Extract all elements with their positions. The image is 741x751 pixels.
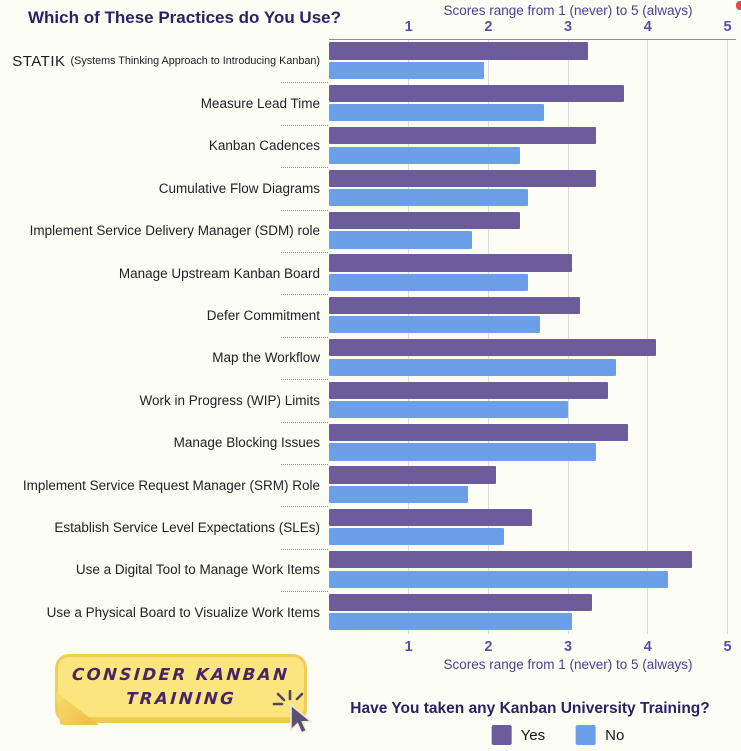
category-label: Implement Service Request Manager (SRM) … bbox=[22, 477, 320, 493]
category-separator bbox=[281, 124, 328, 126]
bar-no-6 bbox=[329, 316, 541, 334]
bar-yes-3 bbox=[329, 169, 596, 187]
legend-label-no: No bbox=[605, 726, 625, 744]
gridline bbox=[408, 40, 410, 634]
category-separator bbox=[281, 379, 328, 381]
legend-label-yes: Yes bbox=[520, 726, 546, 744]
axis-tick: 5 bbox=[723, 639, 732, 655]
note-text-line2: TRAINING bbox=[125, 689, 237, 708]
axis-tick: 2 bbox=[484, 639, 493, 655]
bar-yes-8 bbox=[329, 381, 608, 399]
bar-no-8 bbox=[329, 400, 569, 419]
category-separator bbox=[281, 464, 328, 465]
category-label: Manage Upstream Kanban Board bbox=[118, 265, 320, 281]
bar-no-5 bbox=[329, 273, 529, 292]
category-label-sub: (Systems Thinking Approach to Introducin… bbox=[70, 55, 320, 67]
bar-no-10 bbox=[329, 485, 469, 504]
category-label: Establish Service Level Expectations (SL… bbox=[54, 519, 320, 535]
gridline bbox=[647, 40, 649, 634]
bar-no-12 bbox=[329, 570, 668, 588]
gridline bbox=[567, 40, 569, 634]
bar-no-2 bbox=[329, 146, 521, 164]
gridline bbox=[727, 40, 728, 634]
category-separator bbox=[281, 167, 328, 169]
bar-yes-9 bbox=[329, 423, 628, 442]
plot-area bbox=[329, 39, 736, 634]
category-separator bbox=[281, 336, 328, 338]
axis-tick: 3 bbox=[564, 19, 573, 35]
bottom-axis-label: Scores range from 1 (never) to 5 (always… bbox=[443, 657, 693, 672]
bar-yes-6 bbox=[329, 296, 581, 315]
legend: Yes No bbox=[491, 725, 625, 745]
category-separator bbox=[281, 548, 328, 550]
bar-no-9 bbox=[329, 443, 596, 461]
red-corner-marker bbox=[736, 1, 741, 10]
category-label: Measure Lead Time bbox=[200, 95, 320, 111]
category-separator bbox=[281, 252, 328, 253]
gridline bbox=[487, 40, 489, 634]
bar-yes-7 bbox=[329, 339, 656, 357]
top-axis-line bbox=[329, 39, 736, 40]
category-separator bbox=[281, 421, 328, 423]
category-separator bbox=[281, 294, 328, 296]
bar-no-11 bbox=[329, 528, 505, 546]
top-axis-label: Scores range from 1 (never) to 5 (always… bbox=[443, 3, 693, 18]
category-label: Work in Progress (WIP) Limits bbox=[139, 392, 320, 408]
category-separator bbox=[281, 591, 328, 593]
click-cursor-icon bbox=[270, 689, 320, 744]
bar-yes-4 bbox=[329, 211, 521, 230]
legend-swatch-no bbox=[576, 725, 597, 745]
category-separator bbox=[281, 209, 328, 211]
legend-title: Have You taken any Kanban University Tra… bbox=[350, 700, 710, 717]
bar-no-1 bbox=[329, 104, 545, 122]
axis-tick: 3 bbox=[564, 639, 573, 655]
axis-tick: 5 bbox=[723, 19, 732, 35]
category-label: Implement Service Delivery Manager (SDM)… bbox=[29, 223, 320, 239]
axis-tick: 1 bbox=[404, 19, 413, 35]
bar-yes-1 bbox=[329, 84, 624, 103]
category-label: Defer Commitment bbox=[206, 307, 320, 323]
bar-yes-0 bbox=[329, 42, 589, 60]
bar-yes-2 bbox=[329, 127, 596, 145]
category-label: Use a Digital Tool to Manage Work Items bbox=[75, 562, 320, 578]
category-label: Kanban Cadences bbox=[208, 138, 320, 154]
note-curl-corner bbox=[55, 691, 99, 725]
page-title: Which of These Practices do You Use? bbox=[28, 8, 341, 27]
bar-yes-13 bbox=[329, 593, 592, 611]
bar-no-4 bbox=[329, 231, 473, 249]
bar-no-0 bbox=[329, 61, 485, 80]
consider-training-note[interactable]: CONSIDER KANBAN TRAINING bbox=[55, 654, 307, 725]
legend-swatch-yes bbox=[491, 725, 512, 745]
category-label: STATIK (Systems Thinking Approach to Intr… bbox=[0, 40, 327, 82]
bar-yes-5 bbox=[329, 254, 573, 272]
category-label-main: STATIK bbox=[12, 52, 66, 70]
bar-yes-10 bbox=[329, 466, 497, 484]
bar-no-13 bbox=[329, 612, 573, 631]
axis-tick: 4 bbox=[643, 19, 652, 35]
category-label: Manage Blocking Issues bbox=[173, 435, 320, 451]
category-label: Cumulative Flow Diagrams bbox=[158, 180, 320, 196]
axis-tick: 1 bbox=[404, 639, 413, 655]
bar-no-3 bbox=[329, 188, 529, 207]
category-label: Use a Physical Board to Visualize Work I… bbox=[46, 604, 320, 620]
bar-yes-12 bbox=[329, 551, 692, 569]
axis-tick: 2 bbox=[484, 19, 493, 35]
category-separator bbox=[281, 506, 328, 508]
bar-no-7 bbox=[329, 358, 616, 376]
bar-yes-11 bbox=[329, 508, 533, 527]
axis-tick: 4 bbox=[643, 639, 652, 655]
category-label: Map the Workflow bbox=[212, 350, 320, 366]
note-text-line1: CONSIDER KANBAN bbox=[71, 665, 291, 685]
category-separator bbox=[281, 82, 328, 84]
